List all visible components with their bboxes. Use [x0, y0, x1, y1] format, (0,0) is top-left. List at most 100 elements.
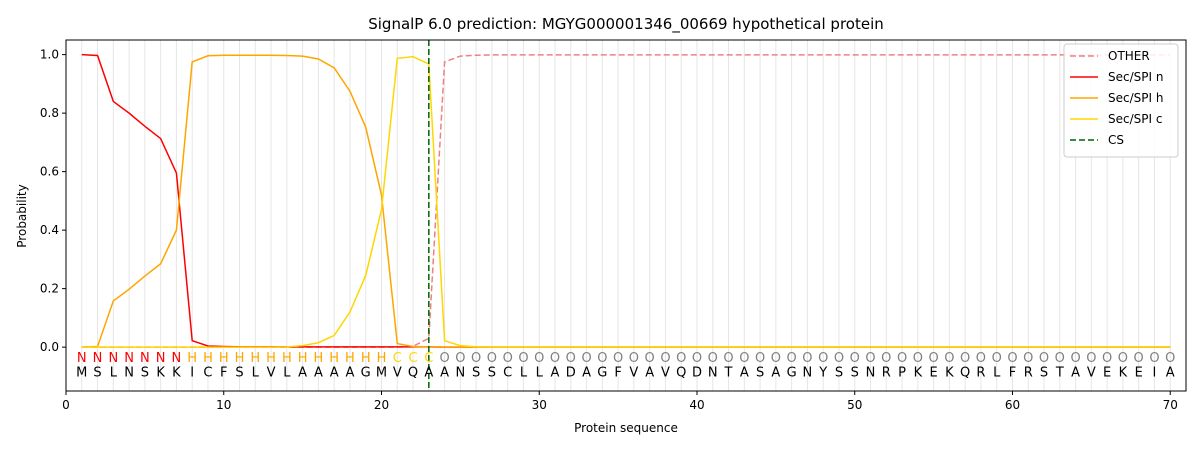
residue-label: L [520, 365, 528, 380]
residue-label: V [661, 365, 670, 380]
legend-label: Sec/SPI h [1108, 91, 1163, 105]
residue-label: N [708, 365, 718, 380]
residue-label: V [1087, 365, 1096, 380]
residue-label: K [1119, 365, 1128, 380]
region-label: O [976, 351, 986, 366]
residue-label: M [376, 365, 387, 380]
residue-label: F [220, 365, 227, 380]
residue-label: K [172, 365, 181, 380]
residue-label: A [582, 365, 591, 380]
region-label: O [913, 351, 923, 366]
region-label: O [629, 351, 639, 366]
series-line-sec-spi-h [81, 54, 1171, 348]
region-label: O [755, 351, 765, 366]
residue-label: A [424, 365, 433, 380]
region-label: H [219, 351, 229, 366]
region-label: O [1134, 351, 1144, 366]
region-label: O [518, 351, 528, 366]
residue-label: L [536, 365, 544, 380]
residue-label: V [393, 365, 402, 380]
residue-label: Y [818, 365, 827, 380]
residue-label: K [945, 365, 954, 380]
residue-label: A [645, 365, 654, 380]
x-tick-label: 40 [689, 398, 704, 412]
region-label: H [235, 351, 245, 366]
residue-label: Q [960, 365, 970, 380]
y-tick-label: 0.6 [40, 165, 59, 179]
plot-lines [81, 40, 1171, 391]
residue-label: T [1055, 365, 1064, 380]
region-label: O [865, 351, 875, 366]
residue-label: D [692, 365, 702, 380]
series-line-sec-spi-c [81, 55, 1171, 348]
region-label: H [361, 351, 371, 366]
residue-label: L [252, 365, 260, 380]
region-label: O [471, 351, 481, 366]
residue-label: S [235, 365, 243, 380]
region-label: O [1055, 351, 1065, 366]
residue-label: L [110, 365, 118, 380]
region-label: O [928, 351, 938, 366]
residue-label: A [1166, 365, 1175, 380]
region-label: O [676, 351, 686, 366]
residue-label: A [771, 365, 780, 380]
region-label: C [409, 351, 418, 366]
region-label: O [1070, 351, 1080, 366]
grid-lines [81, 40, 1171, 391]
chart-title: SignalP 6.0 prediction: MGYG000001346_00… [368, 15, 884, 34]
legend-label: Sec/SPI n [1108, 70, 1163, 84]
region-label: O [1023, 351, 1033, 366]
x-tick-label: 50 [847, 398, 862, 412]
residue-label: N [866, 365, 876, 380]
x-tick-label: 30 [532, 398, 547, 412]
residue-label: K [914, 365, 923, 380]
region-label: H [282, 351, 292, 366]
y-tick-label: 0.0 [40, 340, 59, 354]
region-label: C [393, 351, 402, 366]
residue-label: S [93, 365, 101, 380]
region-label: O [597, 351, 607, 366]
residue-label: A [740, 365, 749, 380]
region-label: O [960, 351, 970, 366]
residue-label: F [614, 365, 621, 380]
region-label: O [850, 351, 860, 366]
region-label: N [172, 351, 182, 366]
region-label: O [692, 351, 702, 366]
residue-label: K [156, 365, 165, 380]
axes: 0 10 20 30 40 50 60 70 0.0 0.2 0.4 0.6 0.8 1.0 [40, 48, 1178, 412]
residue-label: E [929, 365, 937, 380]
region-label: O [834, 351, 844, 366]
residue-label: N [803, 365, 813, 380]
residue-label: T [724, 365, 733, 380]
region-label: O [1086, 351, 1096, 366]
region-label: O [487, 351, 497, 366]
residue-label: R [976, 365, 985, 380]
region-label: N [77, 351, 87, 366]
region-label: O [660, 351, 670, 366]
region-label: N [108, 351, 118, 366]
residue-label: R [882, 365, 891, 380]
residue-label: L [993, 365, 1001, 380]
region-label: O [1007, 351, 1017, 366]
x-tick-label: 20 [374, 398, 389, 412]
residue-label: A [440, 365, 449, 380]
region-label: O [1165, 351, 1175, 366]
residue-label: V [629, 365, 638, 380]
region-label: H [187, 351, 197, 366]
residue-label: N [455, 365, 465, 380]
legend-label: Sec/SPI c [1108, 112, 1162, 126]
x-tick-label: 60 [1005, 398, 1020, 412]
residue-label: Q [676, 365, 686, 380]
series-line-other [81, 54, 1171, 348]
residue-label: S [488, 365, 496, 380]
region-label: O [897, 351, 907, 366]
region-label: O [1149, 351, 1159, 366]
region-label: H [250, 351, 260, 366]
region-label: H [377, 351, 387, 366]
residue-label: M [76, 365, 87, 380]
region-label: O [802, 351, 812, 366]
residue-label: S [472, 365, 480, 380]
residue-label: D [566, 365, 576, 380]
